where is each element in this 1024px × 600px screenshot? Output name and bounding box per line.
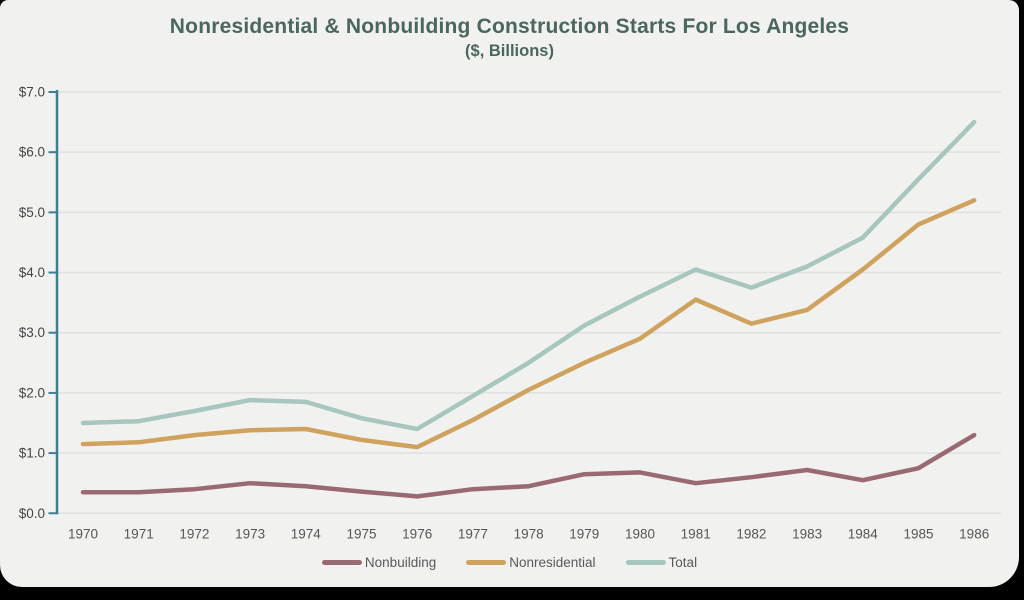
x-tick-label: 1973 [235,527,265,542]
legend-label-nonresidential: Nonresidential [509,555,596,570]
y-tick-label: $4.0 [19,265,45,280]
legend-swatch-total [625,560,666,565]
x-tick-label: 1979 [569,527,599,542]
legend-swatch-nonresidential [466,560,507,565]
x-tick-label: 1985 [903,527,933,542]
x-tick-label: 1984 [848,527,879,542]
x-tick-label: 1970 [68,527,98,542]
legend-item-nonbuilding: Nonbuilding [321,555,437,570]
chart-canvas: Nonresidential & Nonbuilding Constructio… [0,0,1019,587]
x-tick-label: 1986 [959,527,989,542]
legend-item-nonresidential: Nonresidential [466,555,596,570]
y-tick-label: $1.0 [19,446,45,461]
x-tick-label: 1974 [291,527,322,542]
x-tick-label: 1978 [514,527,544,542]
y-tick-label: $3.0 [19,325,45,340]
x-tick-label: 1976 [402,527,432,542]
legend-label-nonbuilding: Nonbuilding [364,555,437,570]
x-tick-label: 1977 [458,527,488,542]
y-tick-label: $2.0 [19,385,45,400]
x-tick-label: 1981 [681,527,711,542]
y-tick-label: $0.0 [19,506,45,521]
legend-swatch-nonbuilding [321,560,362,565]
x-tick-label: 1980 [625,527,655,542]
legend: Nonbuilding Nonresidential Total [0,555,1019,570]
series-line-total [80,119,977,432]
plot-area: $0.0 $1.0 $2.0 $3.0 $4.0 $5.0 $6.0 $7.0 1970 1971… [19,84,1001,542]
x-tick-label: 1975 [346,527,376,542]
series-line-nonresidential [80,198,977,450]
x-tick-label: 1971 [124,527,154,542]
y-tick-label: $5.0 [19,205,45,220]
legend-label-total: Total [668,555,698,570]
x-tick-label: 1983 [792,527,822,542]
x-tick-label: 1982 [736,527,766,542]
y-tick-label: $6.0 [19,145,45,160]
y-tick-label: $7.0 [19,84,45,99]
legend-item-total: Total [625,555,698,570]
series-line-nonbuilding [80,432,977,499]
x-tick-label: 1972 [179,527,209,542]
